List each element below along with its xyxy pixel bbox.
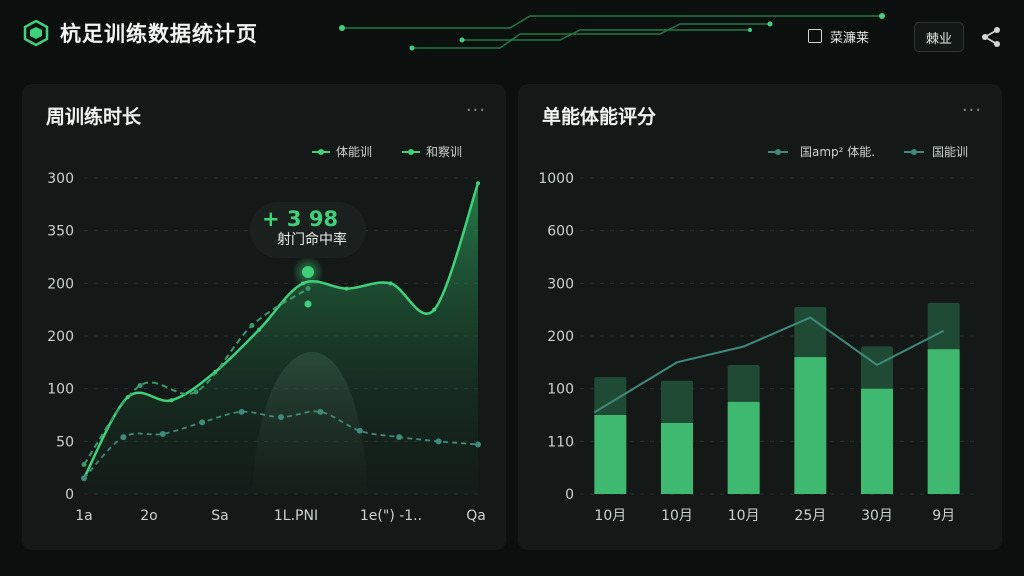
x-tick-label: 9月: [932, 508, 955, 524]
legend-item: 国能训: [904, 145, 968, 159]
bar-upper: [661, 380, 693, 423]
data-point: [356, 427, 363, 434]
series-line-secondary: [83, 287, 309, 466]
legend-item: 体能训: [312, 145, 372, 159]
data-point: [476, 181, 480, 186]
y-tick-label: 600: [547, 224, 574, 240]
bar-lower: [727, 401, 760, 494]
x-tick-label: 30月: [861, 508, 893, 524]
chart-legend: 体能训 和察训: [312, 145, 462, 159]
tooltip-value: + 3 98: [262, 207, 338, 231]
fitness-score-card: 单能体能评分 ··· 国amp² 体能. 国能训 0 110 100 200 300 60…: [518, 84, 1002, 550]
y-tick-label: 350: [47, 224, 74, 240]
y-tick-label: 200: [47, 276, 74, 292]
data-point: [169, 398, 174, 403]
bar-lower: [594, 415, 627, 494]
data-point: [257, 327, 262, 332]
x-tick-label: 25月: [794, 508, 826, 524]
y-tick-label: 0: [565, 487, 574, 503]
bar-chart: 国amp² 体能. 国能训 0 110 100 200 300 600 1000 10月 10…: [538, 145, 980, 524]
y-tick-label: 300: [47, 171, 74, 187]
bar-lower: [861, 388, 893, 494]
more-options-icon[interactable]: ···: [465, 100, 486, 121]
data-point: [159, 430, 166, 437]
data-point: [125, 395, 130, 400]
x-tick-label: 2o: [140, 508, 157, 524]
bar-upper: [861, 346, 893, 389]
x-tick-label: 1L.PNI: [274, 508, 318, 524]
y-tick-label: 1000: [538, 171, 574, 187]
data-point: [238, 408, 245, 415]
data-point: [396, 434, 403, 441]
legend-item: 国amp² 体能.: [768, 145, 875, 159]
data-point: [213, 369, 218, 374]
y-tick-label: 100: [47, 382, 74, 398]
more-options-icon[interactable]: ···: [961, 100, 982, 121]
data-point: [199, 419, 206, 426]
x-tick-label: 10月: [728, 508, 760, 524]
data-point: [344, 286, 349, 291]
export-label: 菜濂莱: [830, 30, 870, 46]
tooltip-label: 射门命中率: [277, 231, 347, 248]
data-point: [120, 434, 127, 441]
series-line-primary: [82, 182, 480, 479]
bar-lower: [661, 422, 693, 494]
top-bar: 杭足训练数据统计页 菜濂莱 棘业: [0, 0, 1024, 66]
data-point: [317, 408, 324, 415]
page-title: 杭足训练数据统计页: [60, 22, 258, 46]
bar-upper: [794, 307, 827, 358]
export-button[interactable]: 菜濂莱: [808, 22, 869, 50]
data-point: [278, 414, 284, 421]
circuit-decoration: [339, 13, 885, 51]
area-fill: [84, 183, 478, 494]
legend-label: 国能训: [932, 145, 968, 159]
bar-upper: [727, 364, 760, 402]
x-tick-label: 10月: [594, 508, 626, 524]
card-title: 周训练时长: [46, 106, 142, 128]
y-tick-label: 0: [65, 487, 74, 503]
bar-lower: [927, 349, 960, 494]
chart-legend: 国amp² 体能. 国能训: [768, 145, 968, 159]
data-point: [249, 322, 255, 328]
x-tick-label: 10月: [661, 508, 693, 524]
line-chart: 体能训 和察训 0 50 100 200 200 350 300 1a 2o Sa 1L.PNI 1…: [47, 145, 486, 524]
login-button[interactable]: 棘业: [914, 22, 964, 52]
y-tick-label: 50: [56, 434, 74, 450]
legend-label: 体能训: [336, 145, 372, 159]
data-point: [81, 462, 87, 468]
data-point: [81, 475, 87, 482]
share-icon[interactable]: [980, 26, 1002, 48]
x-tick-label: Qa: [466, 508, 486, 524]
y-tick-label: 200: [47, 329, 74, 345]
y-tick-label: 110: [547, 434, 574, 450]
data-point: [432, 307, 437, 312]
data-point: [137, 383, 143, 389]
bar-upper: [927, 302, 960, 350]
data-point: [388, 281, 393, 286]
bar-lower: [794, 357, 827, 494]
legend-item: 和察训: [402, 145, 462, 159]
weekly-training-card: 周训练时长 ··· 体能训: [22, 84, 506, 550]
peak-marker: [292, 256, 324, 308]
y-tick-label: 200: [547, 329, 574, 345]
data-point: [435, 438, 442, 445]
legend-label: 和察训: [426, 145, 462, 159]
legend-label: 国amp² 体能.: [800, 145, 875, 159]
export-icon: [808, 29, 822, 43]
data-point: [475, 441, 481, 448]
score-trend-line: [593, 316, 945, 414]
bar-upper: [594, 377, 627, 415]
login-label: 棘业: [925, 31, 952, 47]
x-tick-label: 1e(") -1..: [360, 508, 422, 524]
tooltip: + 3 98 射门命中率: [250, 202, 366, 258]
logo-icon: [23, 19, 49, 47]
x-tick-label: Sa: [211, 508, 228, 524]
data-point: [193, 389, 199, 395]
card-title: 单能体能评分: [542, 106, 657, 128]
y-tick-label: 300: [547, 276, 574, 292]
x-tick-label: 1a: [75, 508, 93, 524]
y-tick-label: 100: [547, 382, 574, 398]
